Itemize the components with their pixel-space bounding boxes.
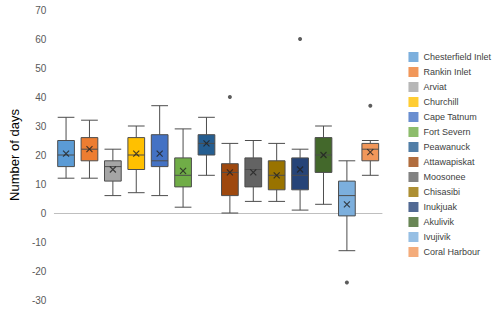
svg-text:20: 20 [35,150,47,161]
svg-text:Arviat: Arviat [423,82,447,92]
svg-text:60: 60 [35,34,47,45]
svg-text:50: 50 [35,63,47,74]
svg-text:Coral Harbour: Coral Harbour [423,247,480,257]
svg-text:Chesterfield Inlet: Chesterfield Inlet [423,52,491,62]
svg-text:Chisasibi: Chisasibi [423,187,460,197]
svg-text:Number of days: Number of days [7,109,22,201]
svg-text:Inukjuak: Inukjuak [423,202,457,212]
svg-text:Churchill: Churchill [423,97,458,107]
svg-text:Peawanuck: Peawanuck [423,142,470,152]
svg-text:-20: -20 [32,266,47,277]
svg-text:-10: -10 [32,237,47,248]
svg-text:Cape Tatnum: Cape Tatnum [423,112,476,122]
svg-text:40: 40 [35,92,47,103]
svg-text:Akulivik: Akulivik [423,217,454,227]
svg-text:Rankin Inlet: Rankin Inlet [423,67,471,77]
svg-text:70: 70 [35,5,47,16]
svg-text:Moosonee: Moosonee [423,172,465,182]
svg-text:0: 0 [41,208,47,219]
svg-text:Attawapiskat: Attawapiskat [423,157,475,167]
svg-text:Fort Severn: Fort Severn [423,127,470,137]
svg-text:-30: -30 [32,295,47,306]
svg-text:Ivujivik: Ivujivik [423,232,451,242]
svg-text:30: 30 [35,121,47,132]
svg-text:10: 10 [35,179,47,190]
